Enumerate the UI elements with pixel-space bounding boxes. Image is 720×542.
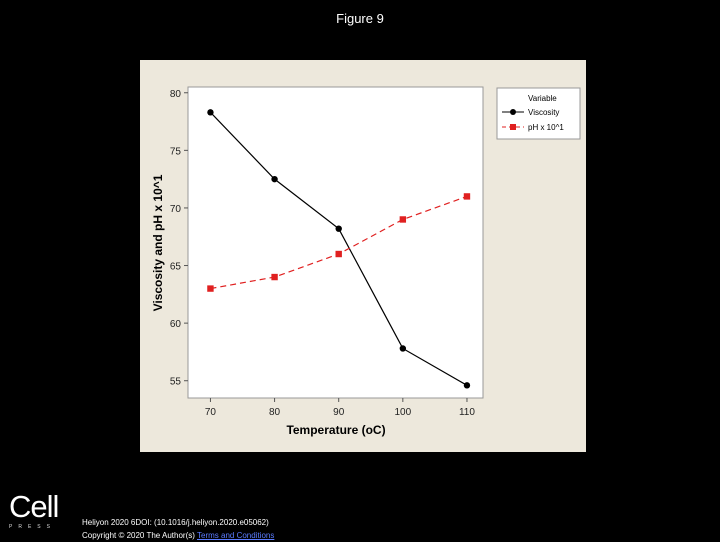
y-tick-label: 70 [170, 204, 182, 215]
x-tick-label: 110 [459, 407, 475, 418]
legend: Variable Viscosity pH x 10^1 [496, 87, 581, 140]
legend-viscosity-marker [510, 109, 516, 115]
x-tick-label: 90 [333, 407, 345, 418]
logo-subtext: PRESS [9, 524, 56, 530]
chart: 55 60 65 70 75 80 70 80 90 100 110 Temperature (o… [140, 60, 586, 452]
figure-title: Figure 9 [336, 11, 384, 26]
y-tick-label: 65 [170, 262, 182, 273]
series-group [207, 109, 471, 389]
y-tick-label: 75 [170, 146, 182, 157]
citation-line-1: Heliyon 2020 6DOI: (10.1016/j.heliyon.20… [82, 518, 269, 527]
logo-word: Cell [9, 489, 59, 524]
x-axis: 70 80 90 100 110 [205, 398, 475, 418]
x-tick-label: 100 [394, 407, 411, 418]
data-point-ph-x-10-1 [463, 193, 471, 200]
terms-link[interactable]: Terms and Conditions [197, 531, 275, 540]
data-point-ph-x-10-1 [271, 273, 278, 281]
legend-ph-marker [510, 124, 516, 130]
data-point-viscosity [271, 175, 278, 183]
y-axis: 55 60 65 70 75 80 [170, 89, 188, 388]
data-point-viscosity [207, 109, 214, 116]
data-point-viscosity [463, 382, 471, 389]
data-point-ph-x-10-1 [399, 216, 407, 223]
legend-ph-label: pH x 10^1 [528, 123, 564, 132]
x-tick-label: 80 [269, 407, 281, 418]
legend-viscosity-label: Viscosity [528, 108, 559, 117]
copyright-text: Copyright © 2020 The Author(s) [82, 531, 195, 540]
citation: Heliyon 2020 6DOI: (10.1016/j.heliyon.20… [82, 516, 274, 542]
x-axis-label: Temperature (oC) [286, 423, 385, 437]
x-tick-label: 70 [205, 407, 217, 418]
data-point-ph-x-10-1 [335, 250, 342, 258]
y-tick-label: 55 [170, 377, 182, 388]
data-point-viscosity [399, 345, 407, 352]
data-point-viscosity [335, 225, 342, 232]
citation-line-2: Copyright © 2020 The Author(s) Terms and… [82, 529, 274, 542]
cell-press-logo: Cell PRESS [9, 489, 59, 530]
y-tick-label: 60 [170, 319, 182, 330]
y-axis-label: Viscosity and pH x 10^1 [151, 174, 165, 311]
legend-title: Variable [528, 94, 557, 103]
data-point-ph-x-10-1 [207, 285, 214, 292]
plot-area [187, 86, 484, 399]
y-tick-label: 80 [170, 89, 182, 100]
